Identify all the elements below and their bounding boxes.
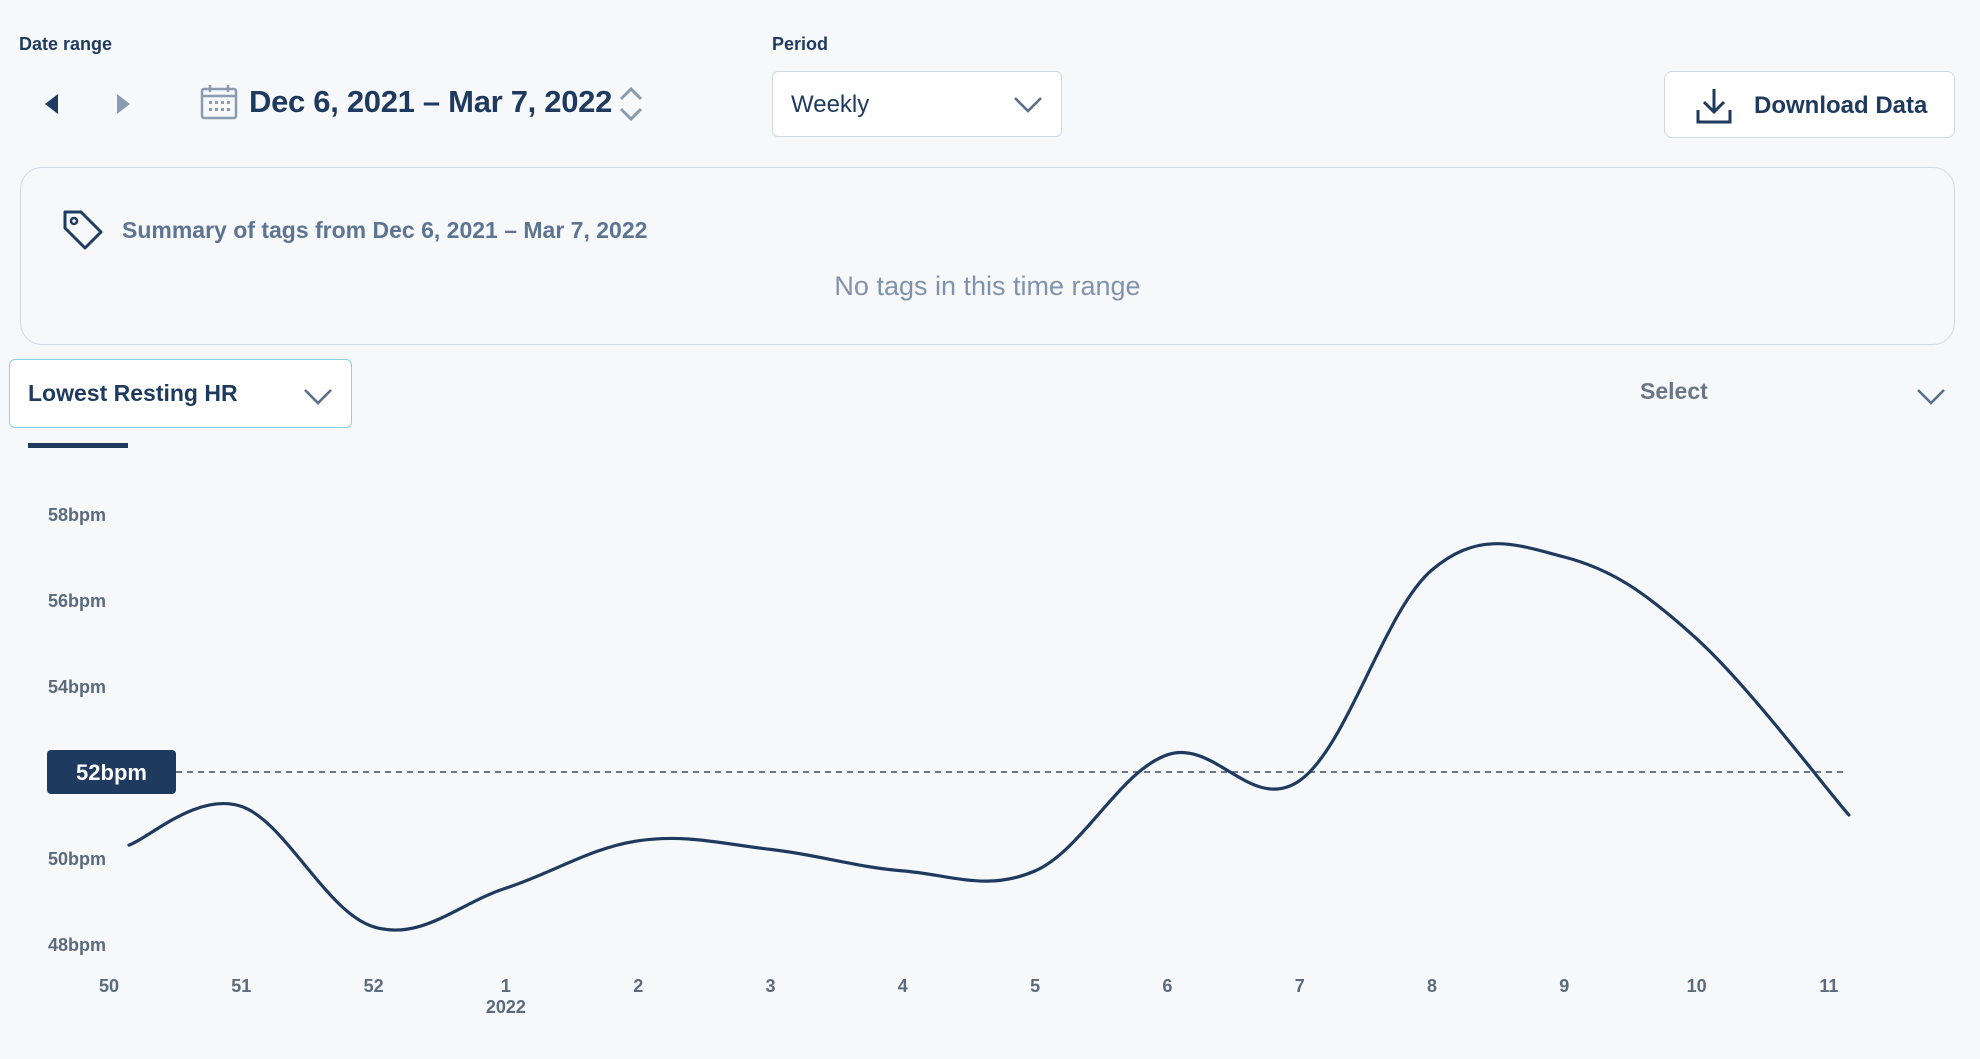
x-tick-label: 51 — [231, 976, 251, 996]
previous-range-arrow-icon[interactable] — [45, 94, 58, 114]
date-range-value[interactable]: Dec 6, 2021 – Mar 7, 2022 — [249, 84, 613, 119]
chevron-down-icon — [304, 389, 332, 405]
x-tick-label: 7 — [1295, 976, 1305, 996]
x-tick-label: 3 — [765, 976, 775, 996]
x-tick-label: 50 — [99, 976, 119, 996]
sort-stepper-icon[interactable] — [616, 84, 646, 124]
next-range-arrow-icon[interactable] — [117, 94, 130, 114]
summary-title: Summary of tags from Dec 6, 2021 – Mar 7… — [122, 217, 648, 243]
x-tick-label: 5 — [1030, 976, 1040, 996]
y-tick-label: 56bpm — [48, 591, 106, 611]
download-data-button[interactable]: Download Data — [1664, 71, 1955, 138]
series-line — [127, 542, 1851, 932]
y-tick-label: 50bpm — [48, 849, 106, 869]
x-tick-label: 52 — [364, 976, 384, 996]
download-data-label: Download Data — [1754, 92, 1928, 119]
chevron-down-icon — [1014, 97, 1042, 113]
reference-badge-label: 52bpm — [76, 760, 147, 785]
tag-icon — [63, 210, 103, 250]
y-tick-label: 58bpm — [48, 505, 106, 525]
date-range-label: Date range — [19, 34, 113, 54]
y-tick-label: 48bpm — [48, 935, 106, 955]
metric-select-value: Lowest Resting HR — [28, 380, 238, 406]
x-tick-label: 2 — [633, 976, 643, 996]
x-tick-label: 11 — [1819, 976, 1838, 996]
tags-summary-panel: Summary of tags from Dec 6, 2021 – Mar 7… — [20, 167, 1955, 345]
no-tags-message: No tags in this time range — [834, 271, 1141, 301]
x-tick-label: 8 — [1427, 976, 1437, 996]
period-label: Period — [772, 34, 829, 54]
calendar-icon[interactable] — [200, 84, 238, 120]
reference-badge — [47, 750, 176, 794]
resting-hr-line-chart: 48bpm 50bpm 54bpm 56bpm 58bpm 52bpm 50 51 52 1 2 3 4… — [47, 505, 1851, 1017]
chevron-down-icon[interactable] — [1916, 386, 1946, 406]
metric-select[interactable]: Lowest Resting HR — [9, 359, 352, 428]
secondary-select-label[interactable]: Select — [1640, 378, 1708, 404]
period-select-value: Weekly — [791, 91, 870, 118]
x-tick-label: 6 — [1162, 976, 1172, 996]
download-icon — [1696, 89, 1732, 124]
x-tick-label: 1 — [501, 976, 511, 996]
period-select[interactable]: Weekly — [772, 71, 1062, 137]
x-year-label: 2022 — [486, 997, 526, 1017]
x-tick-label: 10 — [1687, 976, 1707, 996]
metric-tab-indicator — [28, 443, 128, 448]
y-tick-label: 54bpm — [48, 677, 106, 697]
x-tick-label: 4 — [898, 976, 908, 996]
x-tick-label: 9 — [1559, 976, 1569, 996]
